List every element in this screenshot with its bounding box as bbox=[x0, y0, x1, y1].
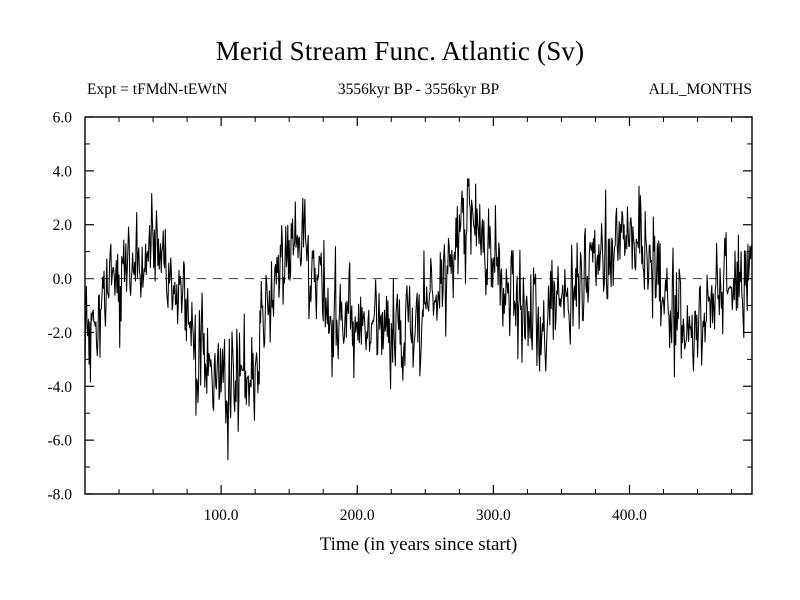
x-tick-label: 400.0 bbox=[612, 507, 647, 524]
y-tick-label: 4.0 bbox=[53, 163, 73, 180]
y-tick-label: -4.0 bbox=[47, 379, 72, 396]
y-tick-label: -8.0 bbox=[47, 487, 72, 504]
y-axis: 6.0 4.0 2.0 0.0 -2.0 -4.0 -6.0 -8.0 bbox=[47, 110, 752, 504]
y-tick-label: -6.0 bbox=[47, 433, 72, 450]
x-tick-label: 100.0 bbox=[204, 507, 239, 524]
y-tick-label: 0.0 bbox=[53, 271, 73, 288]
y-tick-label: 2.0 bbox=[53, 217, 73, 234]
x-tick-label: 300.0 bbox=[476, 507, 511, 524]
x-tick-label: 200.0 bbox=[340, 507, 375, 524]
x-axis: 100.0 200.0 300.0 400.0 bbox=[84, 117, 733, 524]
y-tick-label: 6.0 bbox=[53, 110, 73, 127]
x-axis-title: Time (in years since start) bbox=[320, 534, 518, 555]
data-series-line bbox=[84, 178, 753, 461]
months-label: ALL_MONTHS bbox=[648, 81, 752, 98]
time-period-label: 3556kyr BP - 3556kyr BP bbox=[337, 81, 500, 98]
plot-frame bbox=[84, 116, 753, 495]
y-tick-label: -2.0 bbox=[47, 325, 72, 342]
experiment-label: Expt = tFMdN-tEWtN bbox=[87, 81, 228, 98]
page-title: Merid Stream Func. Atlantic (Sv) bbox=[215, 36, 585, 66]
data-series-group bbox=[84, 178, 753, 461]
subtitle-row: Expt = tFMdN-tEWtN 3556kyr BP - 3556kyr … bbox=[85, 81, 752, 103]
